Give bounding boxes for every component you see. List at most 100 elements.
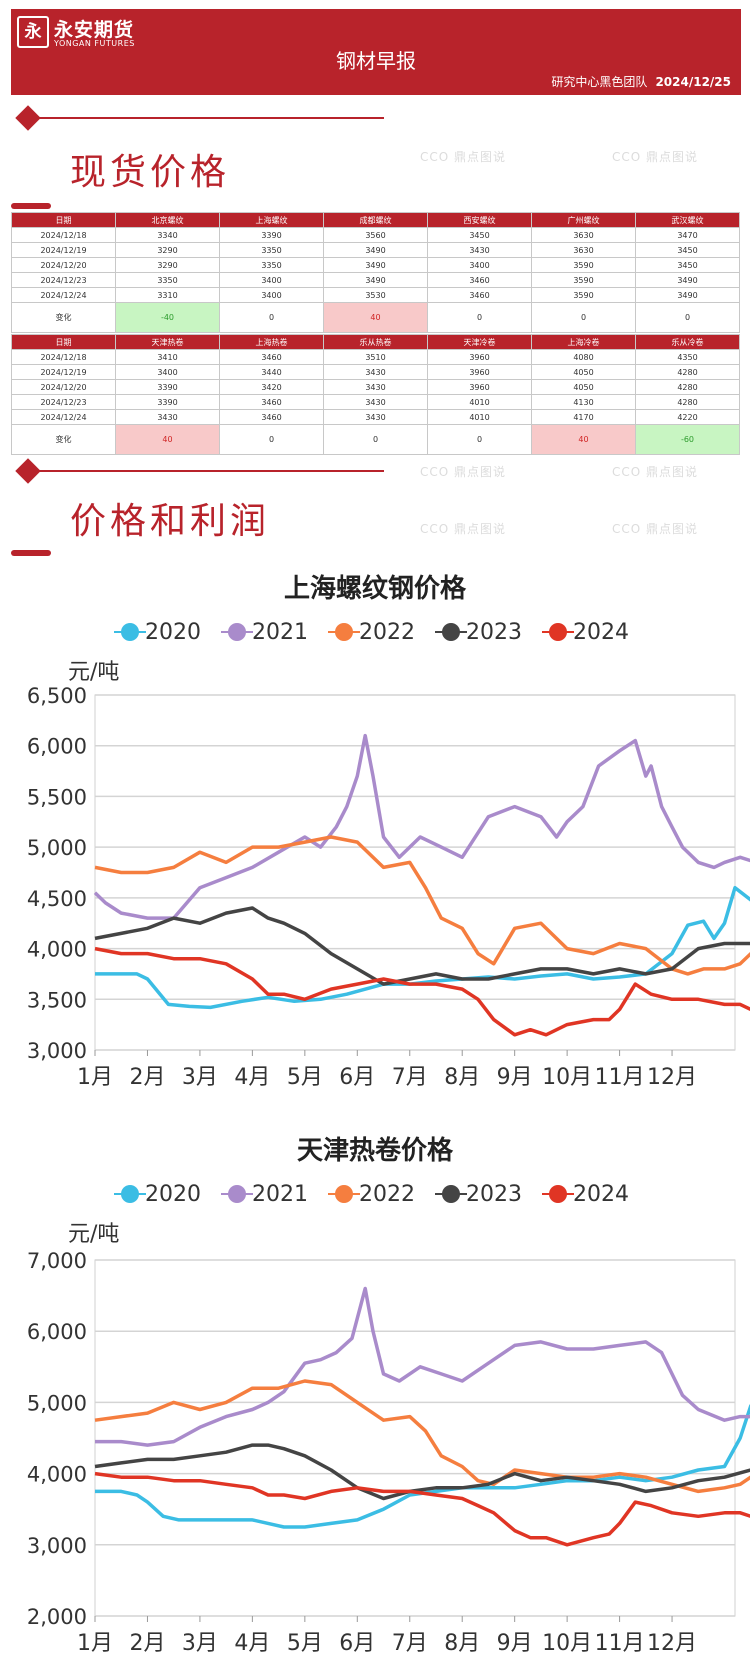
x-tick-label: 11月 xyxy=(595,1065,645,1090)
x-tick-label: 1月 xyxy=(77,1065,113,1090)
section-underline xyxy=(11,203,51,209)
table-header-cell: 上海冷卷 xyxy=(531,334,636,350)
table-cell: 3560 xyxy=(323,227,428,243)
table-cell: 3430 xyxy=(323,409,428,425)
table-cell: 3510 xyxy=(323,349,428,365)
table-cell: 3290 xyxy=(115,242,220,258)
change-cell: 40 xyxy=(531,424,636,455)
x-tick-label: 10月 xyxy=(542,1065,592,1090)
legend-item: 2020 xyxy=(114,1182,201,1207)
table-cell: 3350 xyxy=(115,272,220,288)
legend-marker-icon xyxy=(114,1185,146,1203)
legend-marker-icon xyxy=(114,623,146,641)
table-header-cell: 日期 xyxy=(11,334,116,350)
table-cell: 3310 xyxy=(115,287,220,303)
table-row: 2024/12/23 3350 3400 3490 3460 3590 3490 xyxy=(11,272,740,288)
legend-item: 2020 xyxy=(114,620,201,645)
y-axis-unit: 元/吨 xyxy=(68,1222,120,1247)
legend-marker-icon xyxy=(435,1185,467,1203)
table-cell: 3410 xyxy=(115,349,220,365)
legend-label: 2021 xyxy=(252,1182,308,1207)
report-title: 钢材早报 xyxy=(336,49,416,73)
section-title-profit: 价格和利润 xyxy=(70,501,271,542)
legend-item: 2022 xyxy=(328,1182,415,1207)
table-cell: 4010 xyxy=(427,409,532,425)
table-cell: 2024/12/20 xyxy=(11,379,116,395)
plot-area xyxy=(94,1259,736,1617)
table-cell: 3460 xyxy=(219,394,324,410)
table-row: 2024/12/20 3290 3350 3490 3400 3590 3450 xyxy=(11,257,740,273)
change-cell: 0 xyxy=(427,424,532,455)
table-cell: 2024/12/19 xyxy=(11,364,116,380)
legend-item: 2023 xyxy=(435,1182,522,1207)
x-tick-label: 9月 xyxy=(497,1631,533,1656)
company-logo-icon: 永 xyxy=(17,16,49,48)
coil-spot-price-table: 日期 天津热卷 上海热卷 乐从热卷 天津冷卷 上海冷卷 乐从冷卷 2024/12… xyxy=(11,334,740,455)
table-cell: 3290 xyxy=(115,257,220,273)
watermark: CCO 鼎点图说 xyxy=(420,150,507,164)
table-cell: 4050 xyxy=(531,364,636,380)
table-cell: 3450 xyxy=(635,257,740,273)
report-date: 2024/12/25 xyxy=(655,75,731,89)
x-tick-label: 2月 xyxy=(129,1631,165,1656)
series-line-2024 xyxy=(94,1471,750,1547)
table-cell: 3490 xyxy=(323,242,428,258)
table-cell: 3400 xyxy=(219,287,324,303)
legend-label: 2020 xyxy=(145,1182,201,1207)
table-cell: 3590 xyxy=(531,272,636,288)
chart-legend: 2020 2021 2022 2023 2024 xyxy=(0,620,750,645)
x-tick-label: 12月 xyxy=(647,1065,697,1090)
table-cell: 3960 xyxy=(427,379,532,395)
table-cell: 3490 xyxy=(635,287,740,303)
watermark: CCO 鼎点图说 xyxy=(612,465,699,479)
x-tick-label: 10月 xyxy=(542,1631,592,1656)
x-tick-label: 6月 xyxy=(339,1065,375,1090)
table-cell: 3960 xyxy=(427,349,532,365)
rebar-spot-price-table: 日期 北京螺纹 上海螺纹 成都螺纹 西安螺纹 广州螺纹 武汉螺纹 2024/12… xyxy=(11,212,740,333)
change-cell: -40 xyxy=(115,302,220,333)
legend-marker-icon xyxy=(542,1185,574,1203)
x-tick-label: 9月 xyxy=(497,1065,533,1090)
change-label: 变化 xyxy=(11,424,116,455)
table-cell: 2024/12/18 xyxy=(11,349,116,365)
change-cell: 0 xyxy=(219,302,324,333)
table-header-cell: 天津冷卷 xyxy=(427,334,532,350)
y-tick-label: 2,000 xyxy=(27,1605,87,1629)
y-tick-label: 6,000 xyxy=(27,1320,87,1344)
x-tick-label: 5月 xyxy=(287,1631,323,1656)
table-header-cell: 上海热卷 xyxy=(219,334,324,350)
table-cell: 3350 xyxy=(219,242,324,258)
x-tick-label: 1月 xyxy=(77,1631,113,1656)
table-cell: 3340 xyxy=(115,227,220,243)
rebar-price-chart: 3,000 3,500 4,000 4,500 5,000 5,500 6,000 6,500… xyxy=(27,684,750,1090)
legend-label: 2021 xyxy=(252,620,308,645)
table-cell: 3400 xyxy=(427,257,532,273)
change-row: 变化 -40 0 40 0 0 0 xyxy=(11,302,740,333)
x-tick-label: 4月 xyxy=(234,1065,270,1090)
table-cell: 2024/12/19 xyxy=(11,242,116,258)
change-cell: 40 xyxy=(323,302,428,333)
x-tick-label: 7月 xyxy=(392,1631,428,1656)
y-tick-label: 5,000 xyxy=(27,1391,87,1415)
table-cell: 2024/12/24 xyxy=(11,409,116,425)
x-tick-label: 3月 xyxy=(182,1065,218,1090)
series-line-2021 xyxy=(93,733,750,920)
legend-label: 2020 xyxy=(145,620,201,645)
x-tick-label: 8月 xyxy=(444,1065,480,1090)
table-header-cell: 天津热卷 xyxy=(115,334,220,350)
x-tick-label: 7月 xyxy=(392,1065,428,1090)
legend-label: 2023 xyxy=(466,620,522,645)
legend-item: 2023 xyxy=(435,620,522,645)
y-tick-label: 6,500 xyxy=(27,684,87,708)
table-cell: 4220 xyxy=(635,409,740,425)
report-header: 永 永安期货 YONGAN FUTURES 钢材早报 研究中心黑色团队 2024/… xyxy=(11,9,741,95)
table-cell: 3390 xyxy=(115,394,220,410)
table-cell: 4010 xyxy=(427,394,532,410)
table-cell: 3460 xyxy=(427,287,532,303)
y-tick-label: 4,000 xyxy=(27,1463,87,1487)
x-tick-label: 2月 xyxy=(129,1065,165,1090)
change-row: 变化 40 0 0 0 40 -60 xyxy=(11,424,740,455)
watermark: CCO 鼎点图说 xyxy=(420,522,507,536)
table-row: 2024/12/18 3340 3390 3560 3450 3630 3470 xyxy=(11,227,740,243)
x-tick-label: 12月 xyxy=(647,1631,697,1656)
